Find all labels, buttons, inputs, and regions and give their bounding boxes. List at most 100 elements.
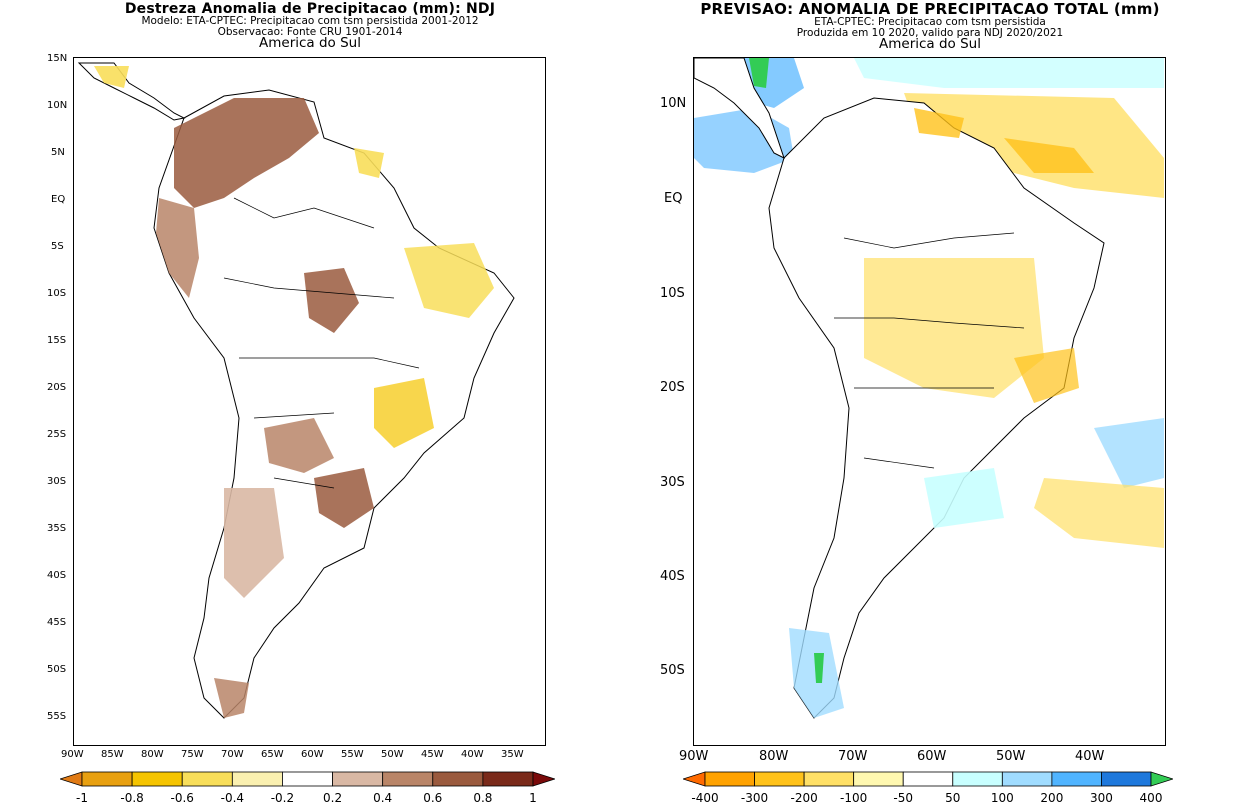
left-y-label: 35S xyxy=(47,523,67,534)
right-y-label: 30S xyxy=(660,475,685,490)
anomaly-region-east-yellow xyxy=(374,378,434,448)
anomaly-region-west xyxy=(156,198,199,298)
right-y-label: 10N xyxy=(660,96,687,111)
right-legend-swatch xyxy=(754,771,805,787)
anomaly-region-nw xyxy=(174,98,319,208)
right-x-label: 60W xyxy=(917,749,947,764)
left-map xyxy=(73,57,546,746)
left-panel-subtitle-model: Modelo: ETA-CPTEC: Precipitacao com tsm … xyxy=(141,15,479,27)
anomaly-ocean-atlantic-orange xyxy=(1004,138,1094,173)
left-map-graphic xyxy=(77,62,515,719)
left-legend-colorbar xyxy=(58,771,557,787)
right-panel-header: PREVISAO: ANOMALIA DE PRECIPITACAO TOTAL… xyxy=(680,2,1180,52)
right-legend-label: -300 xyxy=(740,791,769,805)
left-legend-swatch xyxy=(131,771,183,787)
anomaly-ocean-top-lightblue xyxy=(854,58,1164,88)
right-map-graphic xyxy=(694,58,1164,719)
left-x-label: 45W xyxy=(421,749,444,760)
left-legend-label: 0.6 xyxy=(423,791,443,805)
anomaly-region-mexico-yellow xyxy=(94,66,129,88)
right-panel-subtitle-valid: Produzida em 10 2020, valido para NDJ 20… xyxy=(796,26,1064,39)
right-legend-colorbar xyxy=(681,771,1175,787)
left-legend-label: -0.8 xyxy=(120,791,144,805)
right-x-label: 40W xyxy=(1075,749,1105,764)
left-x-label: 75W xyxy=(181,749,204,760)
right-panel-region: America do Sul xyxy=(879,36,981,52)
anomaly-region-tip xyxy=(214,678,249,718)
left-y-label: 10N xyxy=(47,100,68,111)
left-panel-region: America do Sul xyxy=(259,35,361,51)
right-y-label: 50S xyxy=(660,663,685,678)
central-america-outline xyxy=(77,62,186,121)
left-legend: -1 -0.8 -0.6 -0.4 -0.2 0.2 0.4 0.6 0.8 1 xyxy=(58,771,557,805)
right-legend-label: -100 xyxy=(840,791,868,805)
left-legend-labels: -1 -0.8 -0.6 -0.4 -0.2 0.2 0.4 0.6 0.8 1 xyxy=(60,791,555,805)
right-x-label: 50W xyxy=(996,749,1026,764)
right-legend-label: 100 xyxy=(990,791,1014,805)
central-america-outline xyxy=(694,58,785,159)
anomaly-region-southeast xyxy=(314,468,374,528)
anomaly-land-patagonia-green xyxy=(814,653,824,683)
left-legend-swatch xyxy=(231,771,283,787)
right-legend-swatch xyxy=(1051,771,1102,787)
anomaly-ocean-pacific-blue xyxy=(694,108,794,173)
right-legend-label: 200 xyxy=(1040,791,1064,805)
right-y-label: 10S xyxy=(660,286,685,301)
anomaly-ocean-south-atlantic-blue xyxy=(1094,418,1164,488)
anomaly-region-south-central xyxy=(264,418,334,473)
left-legend-label: 0.4 xyxy=(373,791,393,805)
left-x-label: 65W xyxy=(261,749,284,760)
left-y-label: 40S xyxy=(47,570,67,581)
left-legend-end-low xyxy=(58,771,83,787)
right-legend-swatch xyxy=(1101,771,1152,787)
left-x-label: 35W xyxy=(501,749,524,760)
left-y-label: 15S xyxy=(47,335,67,346)
left-x-label: 55W xyxy=(341,749,364,760)
left-y-label: EQ xyxy=(51,194,66,205)
right-panel-title: PREVISAO: ANOMALIA DE PRECIPITACAO TOTAL… xyxy=(700,0,1160,18)
anomaly-green-peak xyxy=(749,58,769,88)
left-x-label: 85W xyxy=(101,749,124,760)
left-y-label: 20S xyxy=(47,382,67,393)
right-x-label: 90W xyxy=(679,749,709,764)
south-america-outline xyxy=(768,97,1105,719)
right-y-label: EQ xyxy=(664,191,683,206)
right-x-label: 80W xyxy=(759,749,789,764)
left-y-label: 15N xyxy=(47,53,68,64)
right-legend-label: -200 xyxy=(790,791,818,805)
anomaly-region-ne-yellow xyxy=(404,243,494,318)
left-y-label: 5S xyxy=(51,241,64,252)
left-x-label: 60W xyxy=(301,749,324,760)
right-legend-swatch xyxy=(902,771,954,787)
anomaly-region-north-yellow xyxy=(354,148,384,178)
left-panel-title: Destreza Anomalia de Precipitacao (mm): … xyxy=(124,1,496,17)
left-legend-swatch xyxy=(282,771,333,787)
right-legend-end-high xyxy=(1150,771,1175,787)
anomaly-land-central-yellow xyxy=(864,258,1044,398)
left-legend-swatch xyxy=(382,771,434,787)
right-legend-swatch xyxy=(803,771,855,787)
right-legend-swatch xyxy=(853,771,904,787)
right-x-label: 70W xyxy=(838,749,868,764)
country-borders xyxy=(223,197,420,489)
right-legend-swatch xyxy=(952,771,1003,787)
anomaly-land-north-orange xyxy=(914,108,964,138)
left-legend-swatch xyxy=(181,771,233,787)
left-legend-label: 0.2 xyxy=(323,791,343,805)
left-x-label: 90W xyxy=(61,749,84,760)
left-x-label: 70W xyxy=(221,749,244,760)
left-legend-swatch xyxy=(332,771,384,787)
right-y-label: 20S xyxy=(660,380,685,395)
left-legend-swatch xyxy=(432,771,484,787)
right-legend-end-low xyxy=(681,771,706,787)
right-y-label: 40S xyxy=(660,569,685,584)
right-legend-swatch xyxy=(1001,771,1053,787)
right-panel-subtitle-model: ETA-CPTEC: Precipitacao com tsm persisti… xyxy=(814,16,1046,28)
left-y-label: 25S xyxy=(47,429,67,440)
anomaly-ocean-south-atlantic-yellow xyxy=(1034,478,1164,548)
right-legend-labels: -400 -300 -200 -100 -50 50 100 200 300 400 xyxy=(683,791,1173,805)
left-y-label: 30S xyxy=(47,476,67,487)
left-legend-label: -0.6 xyxy=(170,791,194,805)
left-panel-header: Destreza Anomalia de Precipitacao (mm): … xyxy=(60,2,560,51)
anomaly-land-east-orange xyxy=(1014,348,1079,403)
